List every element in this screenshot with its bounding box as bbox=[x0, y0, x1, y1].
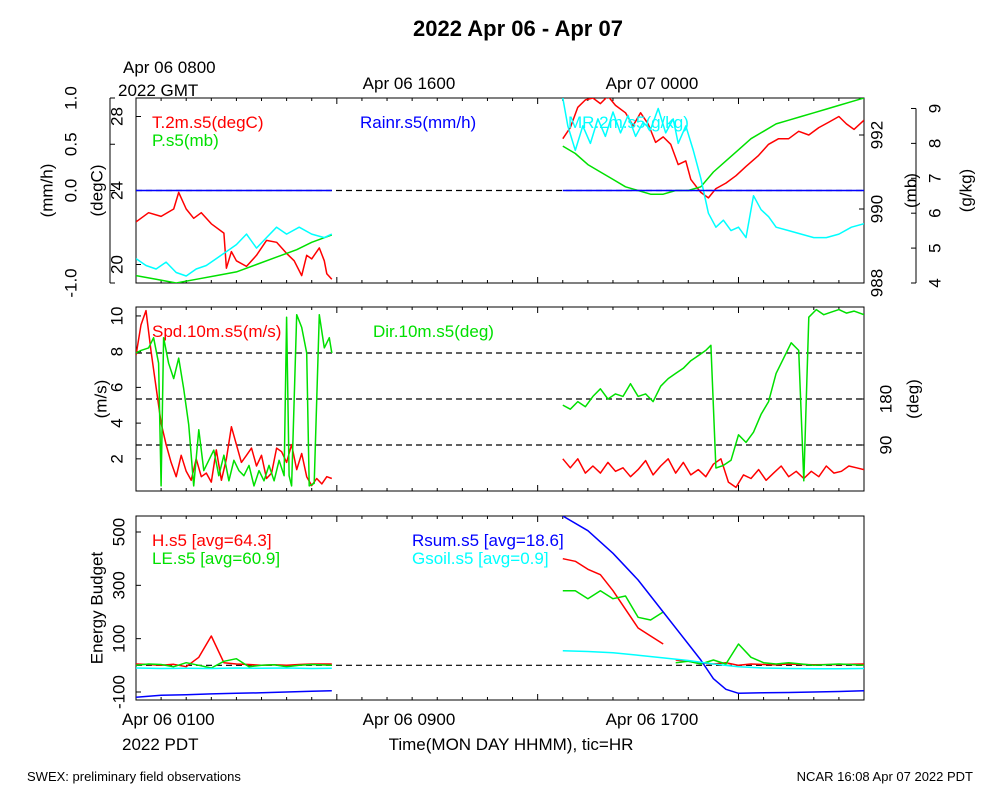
series-line-le bbox=[562, 589, 664, 621]
bottom-time-labels: Apr 06 0100 2022 PDT Apr 06 0900 Apr 06 … bbox=[122, 710, 698, 754]
y-axis-label: (m/s) bbox=[91, 380, 110, 419]
series-line-h bbox=[136, 635, 332, 668]
legend-entry: T.2m.s5(degC) bbox=[152, 113, 263, 132]
x-ticks bbox=[135, 307, 865, 491]
top-time-label-1-zone: 2022 GMT bbox=[118, 81, 198, 100]
top-time-label-2: Apr 06 1600 bbox=[363, 74, 456, 93]
y-tick-label: -1.0 bbox=[61, 268, 80, 297]
y-tick-label: 6 bbox=[107, 383, 126, 392]
axis-right_inner: 988 990 992 (mb) bbox=[859, 121, 920, 297]
y-tick-label: 0.5 bbox=[61, 132, 80, 156]
bottom-time-label-1: Apr 06 0100 bbox=[122, 710, 215, 729]
y-tick-label: 2 bbox=[107, 454, 126, 463]
series-line-le bbox=[675, 643, 864, 667]
series-line-t bbox=[136, 191, 333, 280]
series-group bbox=[136, 308, 864, 489]
legend-entry: Dir.10m.s5(deg) bbox=[373, 322, 494, 341]
y-tick-label: 8 bbox=[925, 139, 944, 148]
series-line-spd bbox=[136, 309, 333, 487]
y-tick-label: 988 bbox=[867, 269, 886, 297]
series-line-h bbox=[562, 557, 664, 645]
y-tick-label: 24 bbox=[107, 181, 126, 200]
bottom-time-label-3: Apr 06 1700 bbox=[606, 710, 699, 729]
axis-left: 2 4 6 8 10 (m/s) bbox=[91, 306, 141, 464]
y-tick-label: 300 bbox=[109, 571, 128, 599]
bottom-time-label-1-zone: 2022 PDT bbox=[122, 735, 199, 754]
panel-top: -1.0 0.0 0.5 1.0 (mm/h) 20 24 28 (degC) 988 990 992… bbox=[37, 86, 975, 297]
x-ticks bbox=[135, 516, 865, 700]
legend-entry: LE.s5 [avg=60.9] bbox=[152, 549, 280, 568]
plot-frame bbox=[135, 515, 865, 701]
axis-left_inner: 20 24 28 (degC) bbox=[87, 107, 141, 274]
series-line-p bbox=[562, 98, 864, 195]
top-time-labels: Apr 06 0800 2022 GMT Apr 06 1600 Apr 07 … bbox=[118, 58, 698, 100]
top-time-label-3: Apr 07 0000 bbox=[606, 74, 699, 93]
series-line-spd bbox=[562, 458, 864, 489]
legend-entry: H.s5 [avg=64.3] bbox=[152, 531, 272, 550]
y-tick-label: 0.0 bbox=[61, 179, 80, 203]
axis-right_outer: 4 5 6 7 8 9 (g/kg) bbox=[911, 104, 975, 288]
y-tick-label: 1.0 bbox=[61, 86, 80, 110]
series-line-le bbox=[136, 657, 332, 669]
y-tick-label: 7 bbox=[925, 174, 944, 183]
top-time-label-1: Apr 06 0800 bbox=[123, 58, 216, 77]
legend-entry: Gsoil.s5 [avg=0.9] bbox=[412, 549, 549, 568]
series-group bbox=[136, 98, 864, 283]
y-tick-label: 10 bbox=[107, 306, 126, 325]
y-tick-label: 28 bbox=[107, 107, 126, 126]
series-line-rsum bbox=[562, 516, 864, 695]
y-tick-label: 9 bbox=[925, 104, 944, 113]
legend: T.2m.s5(degC)P.s5(mb) Rainr.s5(mm/h) MR.2m… bbox=[152, 113, 689, 150]
axis-left_outer: -1.0 0.0 0.5 1.0 (mm/h) bbox=[37, 86, 115, 298]
legend-entry: Spd.10m.s5(m/s) bbox=[152, 322, 281, 341]
y-axis-label: (deg) bbox=[903, 379, 922, 419]
y-axis-label: (degC) bbox=[87, 165, 106, 217]
chart-title: 2022 Apr 06 - Apr 07 bbox=[413, 16, 623, 41]
y-tick-label: 100 bbox=[109, 624, 128, 652]
y-axis-label: (mb) bbox=[901, 173, 920, 208]
y-tick-label: 8 bbox=[107, 347, 126, 356]
x-axis-label: Time(MON DAY HHMM), tic=HR bbox=[389, 735, 634, 754]
series-line-mr bbox=[136, 226, 333, 277]
y-tick-label: 500 bbox=[109, 518, 128, 546]
y-tick-label: 4 bbox=[925, 278, 944, 287]
y-tick-label: 5 bbox=[925, 243, 944, 252]
y-tick-label: 4 bbox=[107, 418, 126, 427]
y-axis-label: (g/kg) bbox=[956, 169, 975, 212]
y-tick-label: -100 bbox=[109, 675, 128, 709]
series-line-t bbox=[562, 98, 864, 199]
legend-entry: P.s5(mb) bbox=[152, 131, 219, 150]
series-line-gsoil bbox=[136, 667, 332, 670]
legend: H.s5 [avg=64.3]LE.s5 [avg=60.9] Rsum.s5 [… bbox=[152, 531, 564, 568]
series-line-p bbox=[136, 234, 333, 283]
panel-middle: 2 4 6 8 10 (m/s) 90 180 (deg) Spd.10m.s5(m/s) Dir.… bbox=[91, 306, 922, 492]
legend-entry: Rainr.s5(mm/h) bbox=[360, 113, 476, 132]
legend: Spd.10m.s5(m/s) Dir.10m.s5(deg) bbox=[152, 322, 494, 341]
y-tick-label: 90 bbox=[876, 436, 895, 455]
series-line-gsoil bbox=[562, 649, 864, 670]
y-tick-label: 20 bbox=[107, 255, 126, 274]
bottom-time-label-2: Apr 06 0900 bbox=[363, 710, 456, 729]
legend-entry: Rsum.s5 [avg=18.6] bbox=[412, 531, 564, 550]
y-tick-label: 992 bbox=[867, 121, 886, 149]
series-group bbox=[136, 516, 864, 699]
y-tick-label: 6 bbox=[925, 208, 944, 217]
y-tick-label: 180 bbox=[876, 385, 895, 413]
footer-left: SWEX: preliminary field observations bbox=[27, 769, 241, 784]
y-axis-label: Energy Budget bbox=[87, 551, 106, 664]
y-axis-label: (mm/h) bbox=[37, 164, 56, 218]
series-line-dir bbox=[562, 308, 864, 482]
series-line-dir bbox=[136, 313, 333, 487]
axis-right: 90 180 (deg) bbox=[859, 379, 922, 454]
footer-right: NCAR 16:08 Apr 07 2022 PDT bbox=[797, 769, 973, 784]
legend-entry: MR.2m.s5(g/kg) bbox=[568, 113, 689, 132]
series-line-mr bbox=[562, 98, 864, 239]
y-tick-label: 990 bbox=[867, 195, 886, 223]
series-line-rsum bbox=[136, 689, 332, 699]
